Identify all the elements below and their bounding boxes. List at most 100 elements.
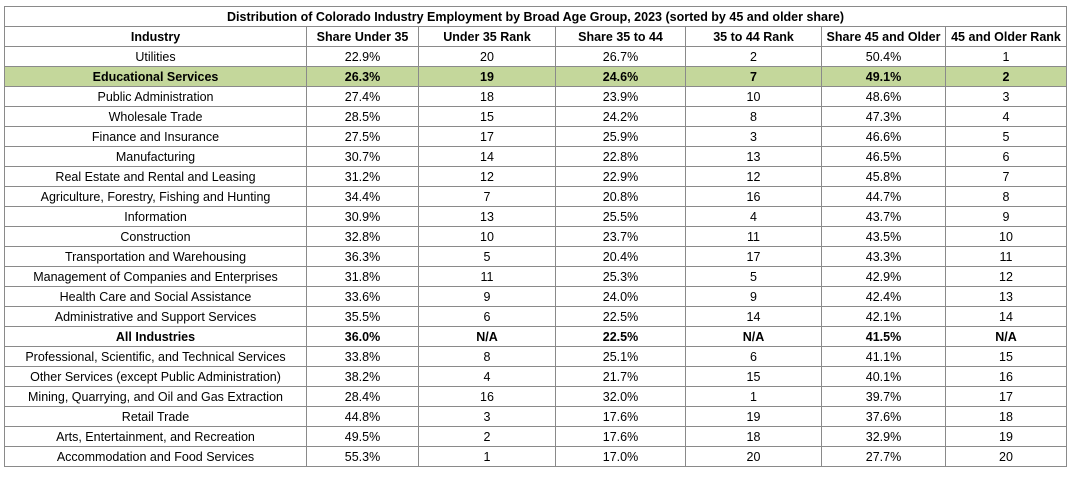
- cell-35-44-rank: 3: [685, 126, 822, 147]
- cell-under-35-rank: 10: [418, 226, 556, 247]
- table-row: All Industries 36.0% N/A 22.5% N/A 41.5% N/A: [4, 326, 1067, 347]
- cell-share-45-older: 47.3%: [821, 106, 946, 127]
- cell-share-under-35: 35.5%: [306, 306, 419, 327]
- cell-share-35-44: 24.0%: [555, 286, 686, 307]
- cell-35-44-rank: 20: [685, 446, 822, 467]
- table-row: Administrative and Support Services 35.5%…: [4, 306, 1067, 327]
- cell-industry: Utilities: [4, 46, 307, 67]
- cell-share-under-35: 44.8%: [306, 406, 419, 427]
- cell-under-35-rank: 4: [418, 366, 556, 387]
- cell-share-35-44: 26.7%: [555, 46, 686, 67]
- cell-45-older-rank: 13: [945, 286, 1067, 307]
- cell-35-44-rank: 11: [685, 226, 822, 247]
- table-row: Agriculture, Forestry, Fishing and Hunti…: [4, 186, 1067, 207]
- cell-45-older-rank: 11: [945, 246, 1067, 267]
- cell-under-35-rank: 19: [418, 66, 556, 87]
- cell-45-older-rank: 18: [945, 406, 1067, 427]
- cell-under-35-rank: 3: [418, 406, 556, 427]
- cell-share-35-44: 23.7%: [555, 226, 686, 247]
- cell-35-44-rank: 5: [685, 266, 822, 287]
- cell-industry: Management of Companies and Enterprises: [4, 266, 307, 287]
- cell-under-35-rank: 12: [418, 166, 556, 187]
- cell-35-44-rank: N/A: [685, 326, 822, 347]
- cell-under-35-rank: 15: [418, 106, 556, 127]
- cell-35-44-rank: 17: [685, 246, 822, 267]
- header-row: Industry Share Under 35 Under 35 Rank Sh…: [4, 26, 1067, 47]
- header-35-44-rank: 35 to 44 Rank: [685, 26, 822, 47]
- cell-industry: Transportation and Warehousing: [4, 246, 307, 267]
- cell-industry: Information: [4, 206, 307, 227]
- cell-share-35-44: 25.9%: [555, 126, 686, 147]
- cell-share-35-44: 32.0%: [555, 386, 686, 407]
- cell-share-under-35: 28.4%: [306, 386, 419, 407]
- cell-share-45-older: 40.1%: [821, 366, 946, 387]
- cell-share-45-older: 46.5%: [821, 146, 946, 167]
- cell-share-45-older: 43.5%: [821, 226, 946, 247]
- cell-45-older-rank: 17: [945, 386, 1067, 407]
- cell-share-under-35: 30.9%: [306, 206, 419, 227]
- cell-35-44-rank: 15: [685, 366, 822, 387]
- cell-share-35-44: 17.6%: [555, 406, 686, 427]
- cell-45-older-rank: 2: [945, 66, 1067, 87]
- table-row: Educational Services 26.3% 19 24.6% 7 49.1% 2: [4, 66, 1067, 87]
- cell-under-35-rank: 16: [418, 386, 556, 407]
- cell-share-under-35: 31.2%: [306, 166, 419, 187]
- header-share-45-older: Share 45 and Older: [821, 26, 946, 47]
- cell-share-under-35: 33.6%: [306, 286, 419, 307]
- cell-45-older-rank: 4: [945, 106, 1067, 127]
- table-row: Other Services (except Public Administra…: [4, 366, 1067, 387]
- cell-under-35-rank: 17: [418, 126, 556, 147]
- cell-share-under-35: 32.8%: [306, 226, 419, 247]
- cell-share-45-older: 37.6%: [821, 406, 946, 427]
- cell-share-under-35: 28.5%: [306, 106, 419, 127]
- cell-under-35-rank: 6: [418, 306, 556, 327]
- cell-under-35-rank: N/A: [418, 326, 556, 347]
- cell-share-45-older: 42.4%: [821, 286, 946, 307]
- cell-industry: Arts, Entertainment, and Recreation: [4, 426, 307, 447]
- cell-industry: Construction: [4, 226, 307, 247]
- cell-share-45-older: 50.4%: [821, 46, 946, 67]
- cell-share-45-older: 46.6%: [821, 126, 946, 147]
- cell-share-35-44: 21.7%: [555, 366, 686, 387]
- cell-share-45-older: 43.7%: [821, 206, 946, 227]
- cell-45-older-rank: 7: [945, 166, 1067, 187]
- cell-share-45-older: 44.7%: [821, 186, 946, 207]
- table-row: Accommodation and Food Services 55.3% 1 17.…: [4, 446, 1067, 467]
- cell-45-older-rank: 14: [945, 306, 1067, 327]
- table-row: Management of Companies and Enterprises 3…: [4, 266, 1067, 287]
- cell-35-44-rank: 4: [685, 206, 822, 227]
- table-row: Professional, Scientific, and Technical …: [4, 346, 1067, 367]
- cell-share-under-35: 30.7%: [306, 146, 419, 167]
- table-row: Public Administration 27.4% 18 23.9% 10 48.6%…: [4, 86, 1067, 107]
- spreadsheet: Distribution of Colorado Industry Employ…: [4, 6, 1067, 467]
- cell-45-older-rank: 15: [945, 346, 1067, 367]
- cell-35-44-rank: 16: [685, 186, 822, 207]
- cell-under-35-rank: 7: [418, 186, 556, 207]
- cell-35-44-rank: 9: [685, 286, 822, 307]
- cell-industry: Real Estate and Rental and Leasing: [4, 166, 307, 187]
- cell-industry: Mining, Quarrying, and Oil and Gas Extra…: [4, 386, 307, 407]
- cell-45-older-rank: 10: [945, 226, 1067, 247]
- cell-share-35-44: 17.6%: [555, 426, 686, 447]
- cell-share-45-older: 41.5%: [821, 326, 946, 347]
- cell-share-35-44: 20.8%: [555, 186, 686, 207]
- cell-share-under-35: 36.0%: [306, 326, 419, 347]
- cell-35-44-rank: 8: [685, 106, 822, 127]
- cell-under-35-rank: 5: [418, 246, 556, 267]
- cell-35-44-rank: 7: [685, 66, 822, 87]
- cell-industry: Wholesale Trade: [4, 106, 307, 127]
- cell-under-35-rank: 9: [418, 286, 556, 307]
- table-body: Utilities 22.9% 20 26.7% 2 50.4% 1 Educational …: [4, 46, 1067, 467]
- cell-share-35-44: 25.5%: [555, 206, 686, 227]
- cell-industry: Finance and Insurance: [4, 126, 307, 147]
- cell-share-under-35: 34.4%: [306, 186, 419, 207]
- cell-share-under-35: 49.5%: [306, 426, 419, 447]
- cell-share-45-older: 42.1%: [821, 306, 946, 327]
- cell-35-44-rank: 1: [685, 386, 822, 407]
- cell-share-under-35: 38.2%: [306, 366, 419, 387]
- table-row: Retail Trade 44.8% 3 17.6% 19 37.6% 18: [4, 406, 1067, 427]
- cell-industry: Retail Trade: [4, 406, 307, 427]
- cell-under-35-rank: 8: [418, 346, 556, 367]
- cell-industry: Professional, Scientific, and Technical …: [4, 346, 307, 367]
- cell-industry: Educational Services: [4, 66, 307, 87]
